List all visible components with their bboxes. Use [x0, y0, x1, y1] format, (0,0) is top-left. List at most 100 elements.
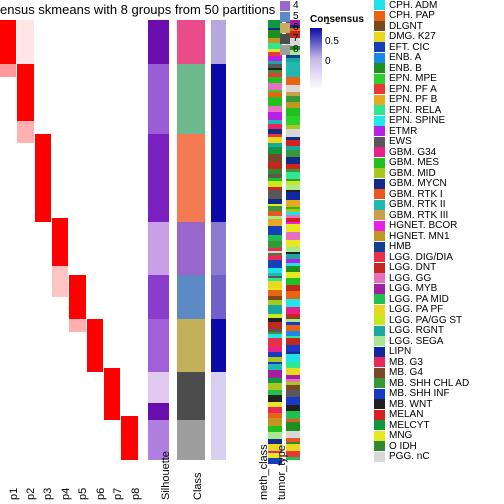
legend-row: LGG. DIG/DIA [374, 252, 504, 263]
legend-swatch [374, 137, 385, 147]
legend-swatch [374, 189, 385, 199]
column-label: p2 [25, 488, 37, 500]
p-column [87, 20, 103, 460]
legend-label: 8 [293, 44, 299, 55]
legend-swatch [374, 221, 385, 231]
legend-swatch [280, 23, 290, 33]
legend-label: LGG. GG [389, 273, 431, 284]
legend-swatch [374, 147, 385, 157]
legend-swatch [280, 45, 290, 55]
legend-row: O IDH [374, 441, 504, 452]
legend-label: LIPN [389, 346, 411, 357]
legend-row: GBM. RTK III [374, 210, 504, 221]
consensus-tick: 0.5 [325, 37, 339, 57]
legend-label: ENB. B [389, 63, 422, 74]
legend-swatch [374, 441, 385, 451]
legend-swatch [374, 315, 385, 325]
legend-swatch [374, 326, 385, 336]
legend-swatch [374, 378, 385, 388]
legend-row: EPN. SPINE [374, 116, 504, 127]
legend-label: MB. SHH CHL AD [389, 378, 469, 389]
legend-swatch [374, 74, 385, 84]
legend-row: GBM. RTK II [374, 200, 504, 211]
legend-row: EPN. PF A [374, 84, 504, 95]
legend-label: CPH. ADM [389, 0, 437, 11]
legend-label: MNG [389, 430, 412, 441]
legend-label: EPN. PF B [389, 94, 437, 105]
legend-swatch [374, 336, 385, 346]
legend-swatch [374, 21, 385, 31]
legend-label: LGG. MYB [389, 283, 437, 294]
tumor-type-column [286, 20, 300, 460]
legend-swatch [280, 1, 290, 11]
p-column [35, 20, 51, 460]
legend-swatch [374, 95, 385, 105]
legend-label: EPN. MPE [389, 73, 437, 84]
legend-swatch [374, 11, 385, 21]
legend-row: EFT. CIC [374, 42, 504, 53]
column-label: p3 [42, 488, 54, 500]
consensus-colorbar [310, 28, 322, 90]
legend-swatch [374, 231, 385, 241]
column-label: Silhouette [160, 451, 172, 500]
legend-swatch [374, 263, 385, 273]
legend-row: PGG. nC [374, 452, 504, 463]
legend-row: MB. SHH INF [374, 389, 504, 400]
legend-row: DMG. K27 [374, 32, 504, 43]
legend-label: GBM. MES [389, 157, 439, 168]
legend-label: MB. SHH INF [389, 388, 450, 399]
legend-swatch [374, 105, 385, 115]
legend-row: 7 [280, 33, 299, 44]
consensus-tick: 0 [325, 57, 339, 77]
column-label: p8 [130, 488, 142, 500]
legend-label: LGG. PA MID [389, 294, 449, 305]
legend-label: LGG. DIG/DIA [389, 252, 453, 263]
legend-row: MB. G3 [374, 357, 504, 368]
legend-row: HMB [374, 242, 504, 253]
p-columns [0, 20, 138, 460]
legend-label: ENB. A [389, 52, 421, 63]
legend-swatch [280, 34, 290, 44]
legend-row: EPN. RELA [374, 105, 504, 116]
legend-row: LGG. PA MID [374, 294, 504, 305]
legend-label: MELCYT [389, 420, 430, 431]
legend-label: LGG. SEGA [389, 336, 443, 347]
legend-swatch [374, 200, 385, 210]
legend-row: 6 [280, 22, 299, 33]
legend-label: MB. G4 [389, 367, 423, 378]
legend-label: CPH. PAP [389, 10, 435, 21]
legend-label: DMG. K27 [389, 31, 436, 42]
legend-row: LGG. MYB [374, 284, 504, 295]
class-column [177, 20, 205, 460]
legend-swatch [374, 273, 385, 283]
consensus-legend: Consensus 1 0.5 0 [310, 14, 364, 90]
legend-label: 7 [293, 33, 299, 44]
legend-row: MB. SHH CHL AD [374, 378, 504, 389]
p-column [104, 20, 120, 460]
legend-label: GBM. MID [389, 168, 436, 179]
legend-label: GBM. G34 [389, 147, 436, 158]
legend-label: EPN. PF A [389, 84, 437, 95]
legend-row: GBM. MYCN [374, 179, 504, 190]
legend-row: MELAN [374, 410, 504, 421]
p-column [52, 20, 68, 460]
legend-label: 5 [293, 11, 299, 22]
column-label: meth_class [258, 444, 270, 500]
legend-row: CPH. PAP [374, 11, 504, 22]
legend-row: MNG [374, 431, 504, 442]
legend-label: 6 [293, 22, 299, 33]
column-label: p4 [60, 488, 72, 500]
legend-row: 5 [280, 11, 299, 22]
legend-label: GBM. MYCN [389, 178, 447, 189]
tumor-type-legend: CPH. ADMCPH. PAPDLGNTDMG. K27EFT. CICENB… [374, 0, 504, 504]
legend-swatch [374, 399, 385, 409]
numeric-legend: 45678 [280, 0, 299, 55]
column-label: p5 [77, 488, 89, 500]
p-column [69, 20, 85, 460]
legend-row: ENB. A [374, 53, 504, 64]
legend-swatch [374, 305, 385, 315]
legend-label: HGNET. MN1 [389, 231, 450, 242]
legend-label: HMB [389, 241, 411, 252]
legend-row: EPN. PF B [374, 95, 504, 106]
legend-swatch [374, 126, 385, 136]
